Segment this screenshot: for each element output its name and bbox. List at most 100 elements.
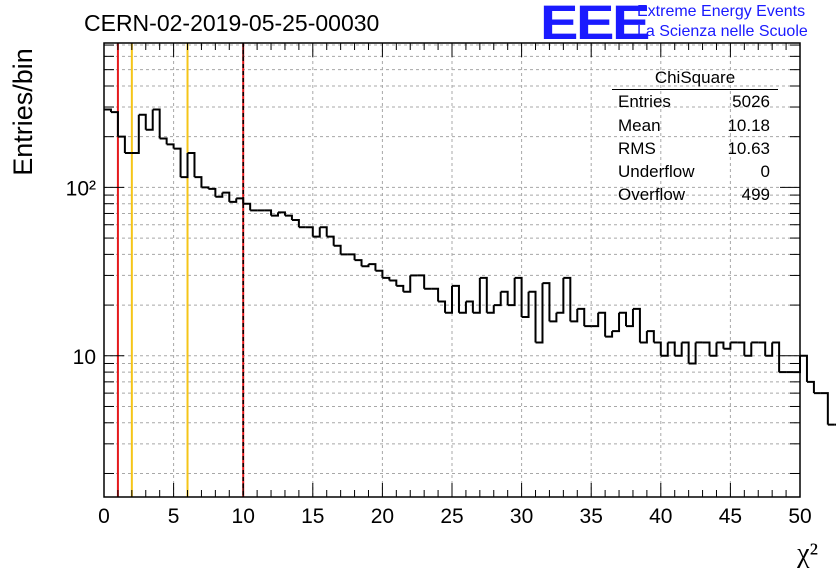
histogram-bin <box>173 147 182 178</box>
histogram-bin <box>765 342 774 357</box>
histogram-bin <box>820 392 829 425</box>
histogram-bin <box>702 341 711 356</box>
histogram-bin <box>646 330 655 343</box>
histogram-bin <box>612 312 621 333</box>
histogram-bin <box>236 197 245 204</box>
stat-row-entries: Entries 5026 <box>618 92 770 114</box>
axis-labels-layer: 0 5 10 15 20 25 30 35 40 45 50 10 10² χ² Entries/bin <box>8 48 818 569</box>
histogram-bin <box>653 341 662 356</box>
x-tick-label: 5 <box>168 505 180 528</box>
stats-box-title: ChiSquare <box>654 68 736 87</box>
stat-value: 0 <box>760 162 770 181</box>
histogram-bin <box>577 307 586 327</box>
histogram-bin <box>591 312 600 328</box>
stat-value: 10.63 <box>727 139 770 158</box>
histogram-bin <box>542 282 551 322</box>
histogram-bin <box>417 274 426 289</box>
x-tick-label: 20 <box>371 505 394 528</box>
histogram-bin <box>472 277 481 314</box>
histogram-bin <box>709 342 718 357</box>
histogram-bin <box>284 214 293 221</box>
histogram-bin <box>632 307 641 343</box>
stat-value: 10.18 <box>727 116 770 135</box>
run-title: CERN-02-2019-05-25-00030 <box>84 10 380 36</box>
x-tick-label: 50 <box>788 505 811 528</box>
threshold-lines-layer <box>116 43 245 497</box>
x-tick-label: 10 <box>232 505 255 528</box>
histogram-bin <box>772 341 781 373</box>
histogram-bin <box>626 308 634 328</box>
x-tick-label: 25 <box>440 505 463 528</box>
histogram-bin <box>180 153 189 179</box>
histogram-bin <box>354 259 363 267</box>
histogram-bin <box>131 114 140 155</box>
y-tick-label: 10 <box>73 346 96 369</box>
histogram-bin <box>222 191 231 202</box>
eee-logo: EEE <box>540 0 650 50</box>
stat-label: Overflow <box>618 185 686 204</box>
histogram-bin <box>333 244 342 255</box>
x-tick-label: 35 <box>580 505 603 528</box>
histogram-bin <box>556 277 565 314</box>
histogram-bin <box>758 341 767 356</box>
stat-row-mean: Mean 10.18 <box>618 116 770 138</box>
logo-subtitle-line-2: La Scienza nelle Scuole <box>637 23 808 40</box>
histogram-bin <box>465 300 474 313</box>
histogram-bin <box>138 113 147 130</box>
x-tick-label: 40 <box>649 505 672 528</box>
histogram-bin <box>159 137 168 145</box>
histogram-bin <box>479 276 488 313</box>
histogram-bin <box>229 198 238 203</box>
stat-row-overflow: Overflow 499 <box>618 185 770 207</box>
stat-value: 499 <box>741 185 770 204</box>
histogram-bin <box>278 211 286 216</box>
histogram-bin <box>291 219 300 228</box>
histogram-bin <box>535 283 544 344</box>
stat-label: Entries <box>618 92 671 111</box>
histogram-bin <box>215 192 224 198</box>
histogram-bin <box>145 109 154 131</box>
histogram-bin <box>800 354 808 382</box>
histogram-bin <box>389 279 398 286</box>
stat-row-underflow: Underflow 0 <box>618 162 770 184</box>
stat-row-rms: RMS 10.63 <box>618 139 770 161</box>
histogram-bin <box>716 341 725 349</box>
histogram-bin <box>452 284 460 313</box>
histogram-bin <box>688 342 697 365</box>
histogram-bin <box>563 276 572 322</box>
histogram-bin <box>208 187 217 197</box>
histogram-bin <box>243 202 252 211</box>
histogram-bin <box>744 342 753 357</box>
histogram-bin <box>264 209 273 216</box>
histogram-bin <box>431 287 440 302</box>
histogram-bin <box>312 227 321 238</box>
stats-box-divider <box>612 89 778 90</box>
histogram-bin <box>458 301 467 314</box>
histogram-bin <box>639 331 648 344</box>
histogram-bin <box>723 342 732 350</box>
histogram-bin <box>486 305 495 314</box>
histogram-bin <box>674 342 683 357</box>
histogram-bin <box>326 235 335 246</box>
histogram-bin <box>660 342 669 357</box>
stat-value: 5026 <box>732 92 770 111</box>
histogram-bin <box>319 226 328 237</box>
histogram-bin <box>500 290 509 306</box>
histogram-bin <box>166 143 175 149</box>
histogram-bin <box>605 331 614 338</box>
histogram-bin <box>194 176 203 188</box>
histogram-bin <box>514 276 523 317</box>
histogram-bin <box>305 226 314 237</box>
histogram-bin <box>528 290 537 343</box>
x-tick-label: 30 <box>510 505 533 528</box>
x-tick-label: 45 <box>719 505 742 528</box>
histogram-bin <box>375 269 384 278</box>
histogram-bin <box>737 341 746 356</box>
histogram-bin <box>619 311 627 327</box>
histogram-bin <box>445 285 453 314</box>
histogram-bin <box>667 341 676 356</box>
histogram-bin <box>806 380 815 394</box>
axis-ticks-layer <box>103 43 801 497</box>
